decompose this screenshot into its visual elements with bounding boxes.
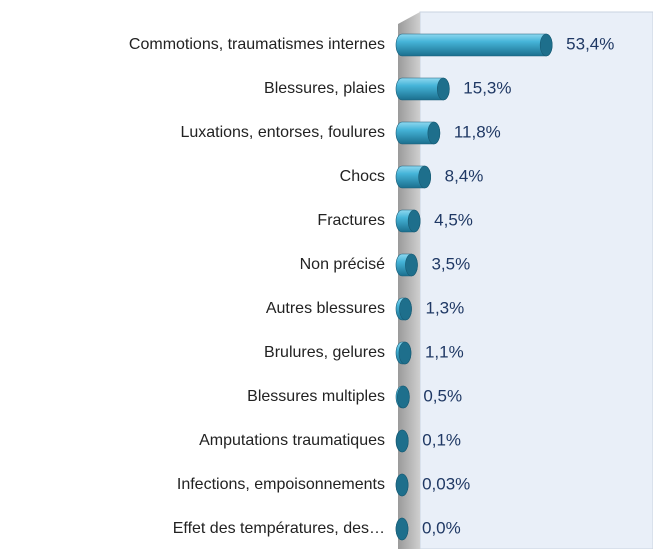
category-label: Blessures multiples xyxy=(247,388,385,405)
bar-cap xyxy=(397,385,410,409)
category-label: Infections, empoisonnements xyxy=(177,476,385,493)
bar-cap xyxy=(399,297,412,321)
bar-cap xyxy=(395,517,409,541)
value-label: 11,8% xyxy=(454,122,501,141)
bar-cap xyxy=(427,121,441,145)
category-label: Fractures xyxy=(317,212,385,229)
value-label: 53,4% xyxy=(566,34,614,53)
bar-cap xyxy=(398,341,412,365)
value-label: 1,3% xyxy=(426,298,465,317)
bar-cap xyxy=(395,473,409,497)
category-label: Luxations, entorses, foulures xyxy=(180,124,385,141)
value-label: 3,5% xyxy=(431,254,470,273)
bar-cap xyxy=(405,253,418,277)
value-label: 0,5% xyxy=(423,386,462,405)
value-label: 8,4% xyxy=(445,166,484,185)
category-label: Non précisé xyxy=(300,256,385,273)
value-label: 15,3% xyxy=(463,78,511,97)
value-label: 1,1% xyxy=(425,342,464,361)
category-label: Commotions, traumatismes internes xyxy=(129,36,385,53)
value-label: 0,03% xyxy=(422,474,470,493)
value-label: 4,5% xyxy=(434,210,473,229)
value-label: 0,0% xyxy=(422,518,461,537)
bar-cap xyxy=(539,33,553,57)
bar xyxy=(395,33,553,57)
category-label: Blessures, plaies xyxy=(264,80,385,97)
side-wall xyxy=(398,12,420,549)
back-wall xyxy=(419,11,653,549)
bar-cap xyxy=(407,209,421,233)
value-label: 0,1% xyxy=(422,430,461,449)
bar-cap xyxy=(437,77,450,101)
category-label: Chocs xyxy=(340,168,385,185)
category-label: Autres blessures xyxy=(266,300,385,317)
bar-cap xyxy=(395,429,409,453)
category-label: Brulures, gelures xyxy=(264,344,385,361)
category-label: Effet des températures, des… xyxy=(173,520,385,537)
category-label: Amputations traumatiques xyxy=(199,432,385,449)
bar-cap xyxy=(418,165,431,189)
